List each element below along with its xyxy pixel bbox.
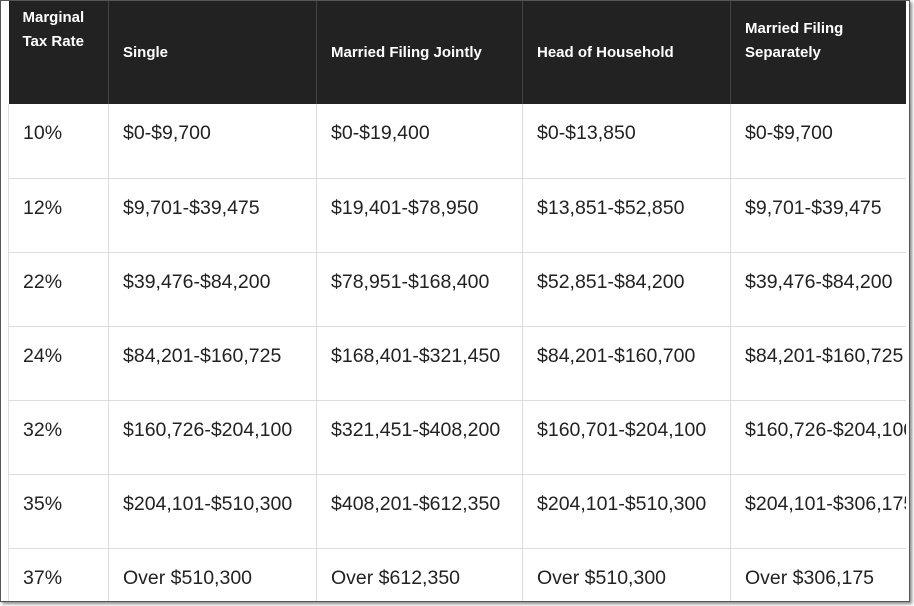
header-text: Married Filing Jointly bbox=[331, 43, 482, 61]
table-row: 37% Over $510,300 Over $612,350 Over $510,3… bbox=[8, 548, 906, 601]
table-cell: 24% bbox=[8, 326, 109, 401]
table-cell: 35% bbox=[8, 474, 109, 549]
table-cell: $9,701-$39,475 bbox=[108, 178, 317, 253]
table-cell: $0-$13,850 bbox=[522, 104, 731, 179]
table-row: 32% $160,726-$204,100 $321,451-$408,200 $16… bbox=[8, 400, 906, 475]
table-cell: Over $510,300 bbox=[108, 548, 317, 601]
table-cell: 22% bbox=[8, 252, 109, 327]
header-cell: Married Filing Separately bbox=[730, 1, 906, 104]
table-cell: Over $612,350 bbox=[316, 548, 523, 601]
table-cell: $321,451-$408,200 bbox=[316, 400, 523, 475]
table-cell: 32% bbox=[8, 400, 109, 475]
header-cell: Single bbox=[108, 1, 317, 104]
table-body: 10% $0-$9,700 $0-$19,400 $0-$13,850 $0-$9,70… bbox=[8, 104, 906, 601]
table-row: 10% $0-$9,700 $0-$19,400 $0-$13,850 $0-$9,70… bbox=[8, 104, 906, 179]
table-cell: Over $510,300 bbox=[522, 548, 731, 601]
table-cell: $160,701-$204,100 bbox=[522, 400, 731, 475]
table-cell: 37% bbox=[8, 548, 109, 601]
table-cell: Over $306,175 bbox=[730, 548, 906, 601]
table-cell: $84,201-$160,725 bbox=[730, 326, 906, 401]
table-cell: $204,101-$510,300 bbox=[108, 474, 317, 549]
table-cell: $168,401-$321,450 bbox=[316, 326, 523, 401]
header-cell: Marginal Tax Rate bbox=[8, 1, 109, 104]
table-row: 22% $39,476-$84,200 $78,951-$168,400 $52,85… bbox=[8, 252, 906, 327]
table-cell: $160,726-$204,100 bbox=[730, 400, 906, 475]
table-cell: $204,101-$306,175 bbox=[730, 474, 906, 549]
table-cell: $0-$9,700 bbox=[730, 104, 906, 179]
table-cell: $204,101-$510,300 bbox=[522, 474, 731, 549]
header-cell: Married Filing Jointly bbox=[316, 1, 523, 104]
tax-table: Marginal Tax Rate Single Married Filing Jo… bbox=[8, 1, 906, 601]
table-cell: $0-$9,700 bbox=[108, 104, 317, 179]
table-cell: 10% bbox=[8, 104, 109, 179]
table-cell: $408,201-$612,350 bbox=[316, 474, 523, 549]
table-cell: $84,201-$160,725 bbox=[108, 326, 317, 401]
header-cell: Head of Household bbox=[522, 1, 731, 104]
table-cell: $13,851-$52,850 bbox=[522, 178, 731, 253]
table-cell: $39,476-$84,200 bbox=[730, 252, 906, 327]
table-viewport: Marginal Tax Rate Single Married Filing Jo… bbox=[8, 1, 906, 601]
table-cell: $160,726-$204,100 bbox=[108, 400, 317, 475]
table-row: 12% $9,701-$39,475 $19,401-$78,950 $13,851-… bbox=[8, 178, 906, 253]
table-cell: $9,701-$39,475 bbox=[730, 178, 906, 253]
table-cell: 12% bbox=[8, 178, 109, 253]
table-cell: $52,851-$84,200 bbox=[522, 252, 731, 327]
header-text: Marginal Tax Rate bbox=[22, 9, 85, 50]
table-row: 35% $204,101-$510,300 $408,201-$612,350 $20… bbox=[8, 474, 906, 549]
header-row: Marginal Tax Rate Single Married Filing Jo… bbox=[8, 1, 906, 104]
table-cell: $39,476-$84,200 bbox=[108, 252, 317, 327]
table-header: Marginal Tax Rate Single Married Filing Jo… bbox=[8, 1, 906, 104]
header-text: Head of Household bbox=[537, 43, 674, 61]
table-row: 24% $84,201-$160,725 $168,401-$321,450 $84,… bbox=[8, 326, 906, 401]
table-cell: $19,401-$78,950 bbox=[316, 178, 523, 253]
table-cell: $78,951-$168,400 bbox=[316, 252, 523, 327]
table-cell: $0-$19,400 bbox=[316, 104, 523, 179]
table-cell: $84,201-$160,700 bbox=[522, 326, 731, 401]
header-text: Married Filing Separately bbox=[745, 20, 844, 61]
header-text: Single bbox=[123, 43, 169, 61]
